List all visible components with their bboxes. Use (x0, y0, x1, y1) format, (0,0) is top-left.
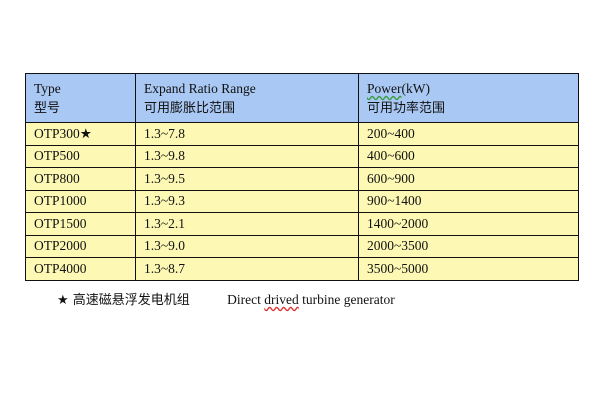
cell-ratio: 1.3~9.5 (135, 167, 359, 191)
footnote-en-pre: Direct (227, 292, 265, 307)
cell-power: 2000~3500 (358, 234, 579, 258)
header-ratio-en: Expand Ratio Range (144, 81, 256, 96)
footnote: ★ 高速磁悬浮发电机组 Direct drived turbine genera… (57, 289, 395, 308)
cell-ratio: 1.3~9.8 (135, 144, 359, 168)
cell-power: 900~1400 (358, 189, 579, 213)
table-header-row: Type 型号 Expand Ratio Range 可用膨胀比范围 Power… (25, 73, 579, 123)
cell-type: OTP4000 (25, 257, 136, 281)
header-ratio: Expand Ratio Range 可用膨胀比范围 (135, 73, 359, 123)
cell-ratio: 1.3~8.7 (135, 257, 359, 281)
header-power-zh: 可用功率范围 (367, 101, 446, 116)
header-type-zh: 型号 (34, 101, 61, 116)
cell-type: OTP1000 (25, 189, 136, 213)
cell-ratio: 1.3~9.3 (135, 189, 359, 213)
cell-power: 200~400 (358, 122, 579, 146)
header-type: Type 型号 (25, 73, 136, 123)
table-row: OTP300★ 1.3~7.8 200~400 (25, 122, 579, 146)
table-row: OTP800 1.3~9.5 600~900 (25, 167, 579, 191)
table-row: OTP500 1.3~9.8 400~600 (25, 144, 579, 168)
footnote-zh: ★ 高速磁悬浮发电机组 (57, 293, 190, 308)
cell-ratio: 1.3~7.8 (135, 122, 359, 146)
header-power: Power(kW) 可用功率范围 (358, 73, 579, 123)
header-power-word: Power (367, 81, 402, 96)
table-row: OTP1500 1.3~2.1 1400~2000 (25, 212, 579, 236)
header-type-en: Type (34, 81, 61, 96)
footnote-en-flagged: drived (264, 292, 299, 307)
footnote-en: Direct drived turbine generator (227, 292, 395, 307)
cell-type: OTP500 (25, 144, 136, 168)
cell-ratio: 1.3~2.1 (135, 212, 359, 236)
cell-type: OTP800 (25, 167, 136, 191)
cell-type: OTP2000 (25, 234, 136, 258)
header-power-unit: (kW) (401, 81, 430, 96)
product-table: Type 型号 Expand Ratio Range 可用膨胀比范围 Power… (25, 73, 579, 281)
header-ratio-zh: 可用膨胀比范围 (144, 101, 236, 116)
table-row: OTP1000 1.3~9.3 900~1400 (25, 189, 579, 213)
cell-power: 600~900 (358, 167, 579, 191)
table-row: OTP4000 1.3~8.7 3500~5000 (25, 257, 579, 281)
cell-type: OTP300★ (25, 122, 136, 146)
footnote-en-post: turbine generator (298, 292, 395, 307)
cell-power: 3500~5000 (358, 257, 579, 281)
cell-type: OTP1500 (25, 212, 136, 236)
table-row: OTP2000 1.3~9.0 2000~3500 (25, 234, 579, 258)
cell-power: 1400~2000 (358, 212, 579, 236)
cell-power: 400~600 (358, 144, 579, 168)
cell-ratio: 1.3~9.0 (135, 234, 359, 258)
